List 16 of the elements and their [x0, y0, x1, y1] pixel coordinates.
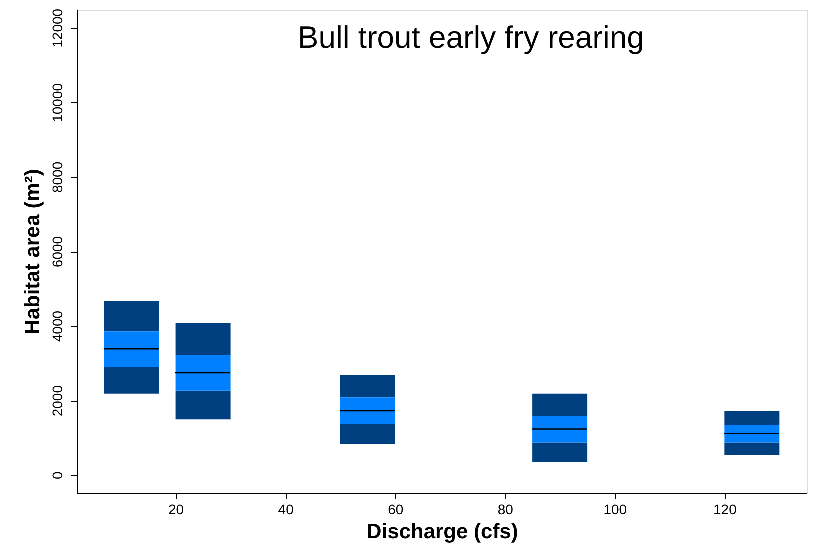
x-tick-label: 120	[713, 502, 738, 518]
x-tick-label: 60	[388, 502, 404, 518]
y-tick-label: 2000	[50, 385, 66, 417]
x-tick-label: 40	[278, 502, 294, 518]
y-tick-label: 8000	[50, 162, 66, 194]
y-tick-label: 10000	[50, 83, 66, 122]
chart-title: Bull trout early fry rearing	[298, 20, 644, 55]
y-tick-label: 4000	[50, 310, 66, 342]
y-tick-label: 6000	[50, 236, 66, 268]
x-axis-title: Discharge (cfs)	[366, 520, 518, 544]
y-tick-label: 0	[50, 472, 66, 480]
x-tick-label: 80	[498, 502, 514, 518]
y-axis-title: Habitat area (m²)	[22, 169, 44, 335]
y-tick-label: 12000	[50, 8, 66, 48]
x-tick-label: 20	[168, 502, 184, 518]
x-tick-label: 100	[604, 502, 628, 518]
